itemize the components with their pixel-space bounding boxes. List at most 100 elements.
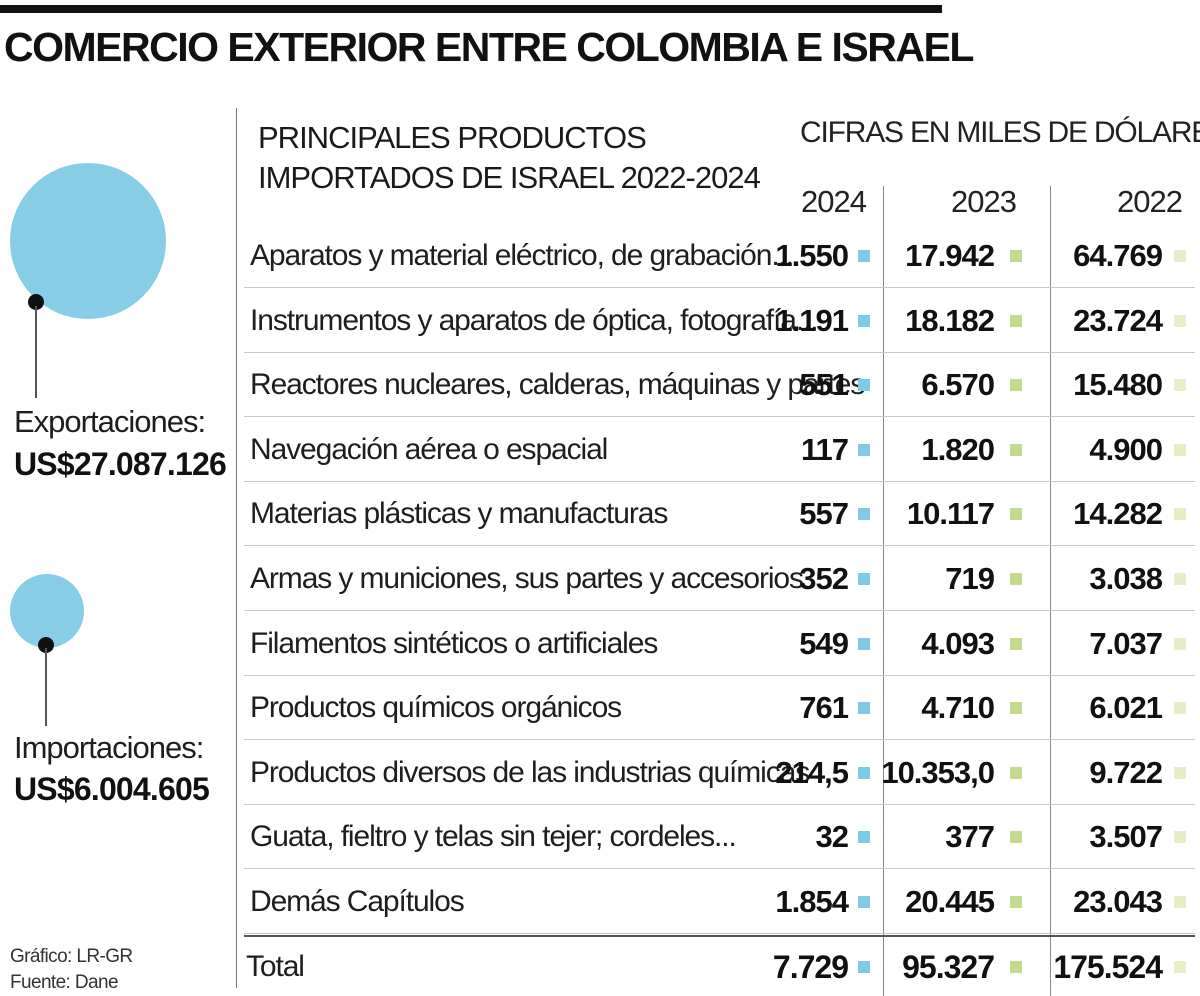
value-2024: 1.854 xyxy=(775,884,849,919)
graphic-credit: Gráfico: LR-GR xyxy=(10,946,133,967)
value-2022: 3.038 xyxy=(1089,561,1163,596)
table-row: Reactores nucleares, calderas, máquinas … xyxy=(244,353,1195,418)
value-2022: 23.043 xyxy=(1073,884,1163,919)
column-header-2022: 2022 xyxy=(1117,184,1183,219)
legend-square-2023 xyxy=(1010,960,1022,973)
row-label: Aparatos y material eléctrico, de grabac… xyxy=(250,239,794,272)
row-divider xyxy=(244,739,1195,741)
table-row: Navegación aérea o espacial 117 1.820 4.900 xyxy=(244,418,1195,482)
legend-square-2023 xyxy=(1010,379,1022,392)
row-label: Armas y municiones, sus partes y accesor… xyxy=(250,562,804,595)
row-divider xyxy=(244,933,1195,934)
legend-square-2024 xyxy=(858,508,870,521)
value-2023: 6.570 xyxy=(921,367,995,403)
legend-square-2022 xyxy=(1174,637,1186,650)
legend-square-2024 xyxy=(858,766,870,779)
top-rule xyxy=(0,5,942,13)
legend-square-2022 xyxy=(1174,896,1186,908)
legend-square-2022 xyxy=(1174,960,1186,973)
value-2022: 3.507 xyxy=(1089,819,1163,855)
exports-pin-dot xyxy=(28,294,44,310)
legend-square-2023 xyxy=(1010,443,1022,456)
table-row: Filamentos sintéticos o artificiales 549 4… xyxy=(244,612,1195,676)
value-2023: 377 xyxy=(945,819,995,855)
legend-square-2024 xyxy=(858,314,870,327)
value-2023: 10.117 xyxy=(906,496,995,532)
value-2022: 15.480 xyxy=(1073,367,1163,403)
legend-square-2024 xyxy=(858,379,870,392)
legend-square-2024 xyxy=(858,831,870,844)
table-row: Productos diversos de las industrias quí… xyxy=(244,741,1195,805)
value-2024: 117 xyxy=(800,431,849,467)
legend-square-2023 xyxy=(1010,896,1022,908)
source-credit: Fuente: Dane xyxy=(10,972,119,993)
total-rule xyxy=(244,934,1195,937)
value-2024: 549 xyxy=(799,625,849,661)
value-2022: 175.524 xyxy=(1053,948,1163,985)
legend-square-2024 xyxy=(858,573,870,585)
row-label: Reactores nucleares, calderas, máquinas … xyxy=(250,368,865,402)
row-divider xyxy=(244,416,1195,418)
value-2023: 17.942 xyxy=(905,238,995,273)
row-label: Filamentos sintéticos o artificiales xyxy=(250,626,658,660)
table-total-row: Total 7.729 95.327 175.524 xyxy=(244,934,1195,996)
value-2023: 95.327 xyxy=(902,948,995,985)
value-2022: 4.900 xyxy=(1089,431,1163,467)
legend-square-2023 xyxy=(1010,573,1022,585)
legend-square-2022 xyxy=(1174,443,1186,456)
table-row: Productos químicos orgánicos 761 4.710 6.02… xyxy=(244,676,1195,741)
legend-square-2022 xyxy=(1174,702,1186,715)
credits: Gráfico: LR-GR Fuente: Dane xyxy=(10,944,133,996)
value-2023: 4.093 xyxy=(921,625,995,661)
legend-square-2024 xyxy=(858,960,870,973)
row-label: Demás Capítulos xyxy=(250,885,465,918)
legend-square-2024 xyxy=(858,250,870,262)
value-2023: 1.820 xyxy=(921,431,995,467)
legend-square-2023 xyxy=(1010,637,1022,650)
legend-square-2023 xyxy=(1010,766,1022,779)
value-2024: 557 xyxy=(799,496,849,532)
legend-square-2022 xyxy=(1174,573,1186,585)
row-divider xyxy=(244,287,1195,288)
column-header-2023: 2023 xyxy=(951,184,1017,219)
row-label: Navegación aérea o espacial xyxy=(250,432,608,466)
column-separator-2 xyxy=(1050,186,1051,996)
main-title: COMERCIO EXTERIOR ENTRE COLOMBIA E ISRAE… xyxy=(4,24,974,70)
row-label: Productos químicos orgánicos xyxy=(250,691,622,725)
value-2022: 7.037 xyxy=(1089,625,1163,661)
table-row: Armas y municiones, sus partes y accesor… xyxy=(244,547,1195,611)
legend-square-2023 xyxy=(1010,314,1022,327)
value-2024: 1.550 xyxy=(775,238,849,273)
legend-square-2023 xyxy=(1010,508,1022,521)
imports-bubble xyxy=(10,574,84,648)
exports-value: US$27.087.126 xyxy=(14,446,227,482)
table-row: Aparatos y material eléctrico, de grabac… xyxy=(244,224,1195,288)
legend-square-2022 xyxy=(1174,250,1186,262)
legend-square-2024 xyxy=(858,637,870,650)
exports-pin-line xyxy=(35,306,37,398)
table-row: Materias plásticas y manufacturas 557 10.1… xyxy=(244,482,1195,547)
legend-square-2024 xyxy=(858,443,870,456)
row-label: Instrumentos y aparatos de óptica, fotog… xyxy=(250,303,819,337)
value-2023: 10.353,0 xyxy=(881,754,995,790)
row-divider xyxy=(244,610,1195,611)
value-2022: 9.722 xyxy=(1089,754,1163,790)
column-separator-1 xyxy=(883,186,884,996)
value-2022: 23.724 xyxy=(1073,302,1163,338)
row-divider xyxy=(244,868,1195,870)
value-2024: 761 xyxy=(799,690,849,726)
row-divider xyxy=(244,545,1195,547)
legend-square-2023 xyxy=(1010,250,1022,262)
value-2024: 352 xyxy=(799,561,849,596)
value-2023: 18.182 xyxy=(905,302,995,338)
legend-square-2022 xyxy=(1174,831,1186,844)
total-label: Total xyxy=(246,949,305,983)
row-label: Productos diversos de las industrias quí… xyxy=(250,755,810,789)
legend-square-2022 xyxy=(1174,508,1186,521)
table-row: Guata, fieltro y telas sin tejer; cordel… xyxy=(244,805,1195,870)
row-label: Materias plásticas y manufacturas xyxy=(250,497,668,531)
legend-square-2023 xyxy=(1010,831,1022,844)
imports-label: Importaciones: xyxy=(14,730,204,765)
legend-square-2024 xyxy=(858,896,870,908)
row-divider xyxy=(244,674,1195,676)
